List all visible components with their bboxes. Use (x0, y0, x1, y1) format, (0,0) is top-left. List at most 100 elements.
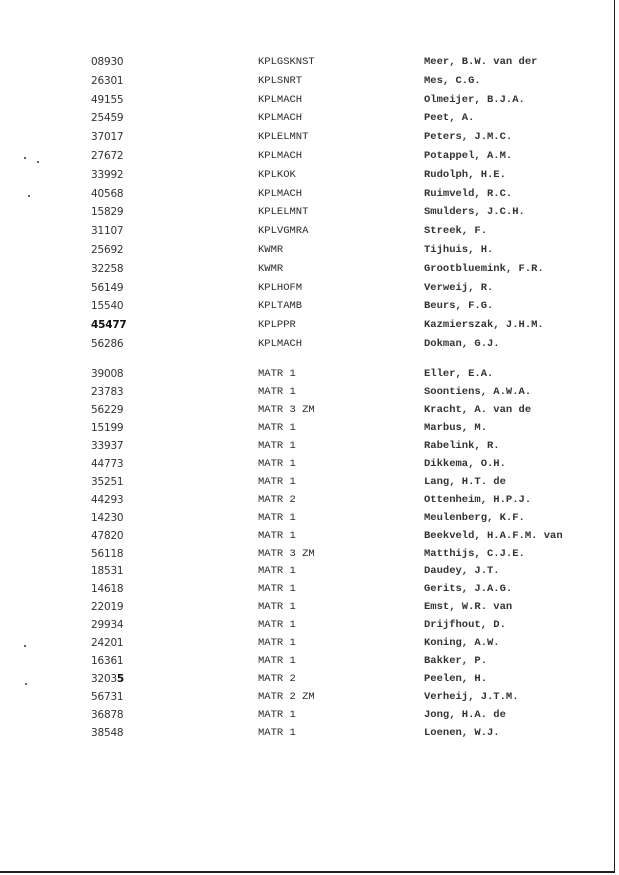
name-cell: Tijhuis, H. (424, 244, 494, 256)
code-cell: KPLMACH (258, 338, 303, 350)
name-cell: Dikkema, O.H. (424, 457, 506, 470)
number-cell: 38548 (91, 727, 124, 739)
code-cell: KPLMACH (258, 93, 303, 106)
number-cell: 23783 (91, 385, 124, 398)
table-row: 36878 MATR 1 Jong, H.A. de (0, 709, 619, 725)
number-cell: 45477 (91, 319, 127, 332)
number-cell: 08930 (91, 56, 124, 68)
number-cell: 33937 (91, 439, 124, 452)
name-cell: Verheij, J.T.M. (424, 691, 519, 704)
name-cell: Lang, H.T. de (424, 475, 506, 488)
name-cell: Verweij, R. (424, 281, 494, 294)
page-border-bottom (0, 871, 615, 873)
number-cell: 56149 (91, 281, 124, 294)
name-cell: Mes, C.G. (424, 74, 481, 87)
code-cell: KPLELMNT (258, 131, 309, 144)
name-cell: Dokman, G.J. (424, 338, 500, 350)
code-cell: KPLGSKNST (258, 56, 315, 68)
number-cell: 47820 (91, 529, 124, 542)
number-cell: 56118 (91, 547, 124, 560)
number-cell: 26301 (91, 74, 124, 87)
name-cell: Rabelink, R. (424, 439, 500, 452)
code-cell: MATR 2 (258, 673, 296, 686)
number-cell: 49155 (91, 93, 124, 106)
name-cell: Kracht, A. van de (424, 403, 532, 416)
number-cell: 27672 (91, 150, 124, 162)
table-row: 56286 KPLMACH Dokman, G.J. (0, 338, 619, 354)
margin-speck (37, 161, 39, 163)
number-cell: 15199 (91, 421, 124, 434)
number-cell: 44773 (91, 457, 124, 470)
code-cell: MATR 3 ZM (258, 403, 315, 416)
code-cell: MATR 1 (258, 637, 296, 650)
name-cell: Grootbluemink, F.R. (424, 262, 544, 275)
code-cell: KPLPPR (258, 319, 296, 332)
margin-speck (28, 195, 30, 197)
name-cell: Bakker, P. (424, 655, 488, 668)
name-cell: Meer, B.W. van der (424, 56, 538, 68)
number-cell: 24201 (91, 637, 124, 650)
table-row: 15199 MATR 1 Marbus, M. (0, 422, 619, 438)
name-cell: Drijfhout, D. (424, 619, 506, 632)
table-row: 24201 MATR 1 Koning, A.W. (0, 637, 619, 653)
margin-speck (25, 683, 27, 685)
table-row: 29934 MATR 1 Drijfhout, D. (0, 619, 619, 635)
table-row: 25459 KPLMACH Peet, A. (0, 112, 619, 128)
number-cell: 33992 (91, 168, 124, 181)
code-cell: MATR 1 (258, 727, 296, 739)
table-row: 33992 KPLKOK Rudolph, H.E. (0, 169, 619, 185)
table-row: 18531 MATR 1 Daudey, J.T. (0, 565, 619, 581)
name-cell: Peters, J.M.C. (424, 131, 513, 144)
name-cell: Olmeijer, B.J.A. (424, 93, 525, 106)
table-row: 22019 MATR 1 Emst, W.R. van (0, 601, 619, 617)
table-row: 08930 KPLGSKNST Meer, B.W. van der (0, 56, 619, 72)
code-cell: MATR 1 (258, 385, 296, 398)
margin-speck (24, 645, 26, 647)
code-cell: KWMR (258, 262, 284, 275)
code-cell: KPLMACH (258, 150, 303, 162)
code-cell: MATR 1 (258, 475, 296, 488)
number-cell: 15829 (91, 206, 124, 219)
code-cell: MATR 1 (258, 619, 296, 632)
name-cell: Smulders, J.C.H. (424, 206, 525, 219)
code-cell: KPLMACH (258, 187, 303, 200)
table-row: 15540 KPLTAMB Beurs, F.G. (0, 300, 619, 316)
table-row: 25692 KWMR Tijhuis, H. (0, 244, 619, 260)
code-cell: MATR 1 (258, 655, 296, 668)
number-cell: 18531 (91, 565, 124, 578)
code-cell: MATR 1 (258, 565, 296, 578)
table-row: 56731 MATR 2 ZM Verheij, J.T.M. (0, 691, 619, 707)
table-row: 26301 KPLSNRT Mes, C.G. (0, 75, 619, 91)
table-row: 33937 MATR 1 Rabelink, R. (0, 440, 619, 456)
number-cell: 32258 (91, 262, 124, 275)
name-cell: Meulenberg, K.F. (424, 511, 525, 524)
code-cell: MATR 3 ZM (258, 547, 315, 560)
number-cell: 36878 (91, 709, 124, 722)
table-row: 31107 KPLVGMRA Streek, F. (0, 225, 619, 241)
code-cell: MATR 1 (258, 601, 296, 614)
number-cell: 29934 (91, 619, 124, 632)
name-cell: Emst, W.R. van (424, 601, 513, 614)
code-cell: MATR 1 (258, 457, 296, 470)
table-row: 44773 MATR 1 Dikkema, O.H. (0, 458, 619, 474)
number-cell: 16361 (91, 655, 124, 668)
number-cell: 22019 (91, 601, 124, 614)
name-cell: Matthijs, C.J.E. (424, 547, 525, 560)
name-cell: Kazmierszak, J.H.M. (424, 319, 544, 332)
table-row: 49155 KPLMACH Olmeijer, B.J.A. (0, 94, 619, 110)
name-cell: Eller, E.A. (424, 368, 494, 380)
number-cell: 56731 (91, 691, 124, 704)
code-cell: MATR 1 (258, 368, 296, 380)
table-row: 47820 MATR 1 Beekveld, H.A.F.M. van (0, 530, 619, 546)
table-row: 56118 MATR 3 ZM Matthijs, C.J.E. (0, 548, 619, 564)
code-cell: KPLELMNT (258, 206, 309, 219)
number-cell: 14618 (91, 583, 124, 596)
name-cell: Gerits, J.A.G. (424, 583, 513, 596)
name-cell: Peelen, H. (424, 673, 488, 686)
number-cell: 14230 (91, 511, 124, 524)
margin-speck (24, 157, 26, 159)
name-cell: Peet, A. (424, 112, 475, 125)
code-cell: MATR 1 (258, 709, 296, 722)
number-cell: 15540 (91, 300, 124, 313)
page-border-right (614, 0, 615, 872)
